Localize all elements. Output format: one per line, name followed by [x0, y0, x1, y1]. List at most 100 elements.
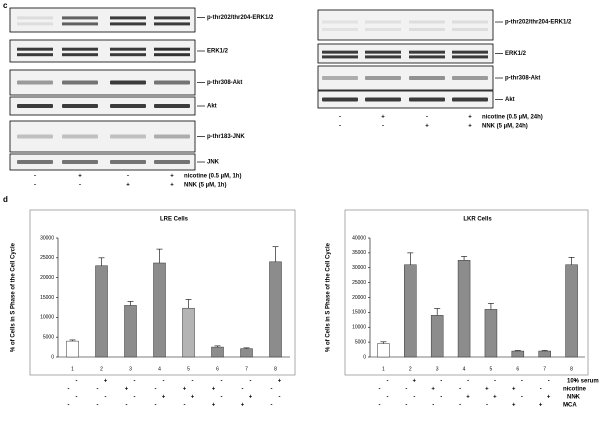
y-tick-label: 0	[51, 354, 54, 360]
bar	[511, 350, 525, 358]
sign: +	[425, 124, 429, 130]
blot	[317, 9, 494, 41]
sign: -	[432, 403, 434, 409]
sign: +	[468, 115, 472, 121]
band	[62, 104, 98, 108]
sign: -	[405, 387, 407, 393]
sign: +	[466, 395, 470, 401]
x-tick-label: 7	[543, 366, 546, 372]
sign: -	[548, 379, 550, 385]
sign: -	[413, 395, 415, 401]
chart-frame	[344, 209, 589, 376]
y-tick-label: 40000	[352, 235, 366, 241]
band	[409, 76, 445, 80]
sign: -	[486, 403, 488, 409]
sign: +	[431, 387, 435, 393]
band	[110, 16, 146, 20]
sign: -	[459, 387, 461, 393]
x-tick-label: 3	[436, 366, 439, 372]
sign: -	[155, 403, 157, 409]
sign: -	[76, 379, 78, 385]
chart-title: LRE Cells	[160, 217, 189, 223]
x-tick-label: 5	[490, 366, 493, 372]
band	[154, 80, 190, 85]
sign: -	[192, 379, 194, 385]
blot	[9, 7, 196, 33]
bar	[269, 261, 282, 358]
y-tick-label: 20000	[352, 295, 366, 301]
sign: +	[485, 387, 489, 393]
bar	[377, 343, 390, 358]
sign: +	[170, 174, 174, 180]
sign: -	[134, 379, 136, 385]
treatment-label: NNK	[567, 395, 581, 401]
blot	[317, 43, 494, 64]
sign: +	[512, 403, 516, 409]
sign: +	[126, 183, 130, 189]
sign: +	[191, 395, 195, 401]
sign: -	[339, 124, 341, 130]
band	[62, 134, 98, 139]
sign: -	[68, 387, 70, 393]
band	[62, 47, 98, 51]
blot-label: p-thr202/thr204-ERK1/2	[505, 20, 572, 26]
band	[452, 97, 488, 102]
x-tick-label: 7	[245, 366, 248, 372]
bar	[484, 309, 498, 358]
sign: -	[105, 395, 107, 401]
panel-label: d	[3, 195, 8, 204]
sign: +	[413, 379, 417, 385]
band	[409, 50, 445, 54]
treatment-label: nicotine	[563, 387, 587, 393]
band	[365, 97, 401, 102]
bar	[124, 305, 137, 358]
sign: -	[339, 115, 341, 121]
blot	[9, 39, 196, 63]
band	[62, 16, 98, 20]
band	[365, 50, 401, 54]
sign: +	[162, 395, 166, 401]
sign: +	[212, 387, 216, 393]
chart-title: LKR Cells	[463, 217, 492, 223]
sign: +	[241, 403, 245, 409]
sign: -	[382, 124, 384, 130]
bar	[240, 348, 253, 358]
x-tick-label: 1	[382, 366, 385, 372]
sign: +	[78, 174, 82, 180]
band	[322, 55, 358, 59]
sign: -	[184, 403, 186, 409]
band	[154, 22, 190, 26]
sign: -	[494, 379, 496, 385]
panel-label: c	[3, 1, 8, 10]
x-tick-label: 2	[100, 366, 103, 372]
band	[62, 22, 98, 26]
band	[452, 20, 488, 24]
sign: +	[183, 387, 187, 393]
sign: +	[212, 403, 216, 409]
band	[17, 104, 53, 108]
sign: -	[440, 395, 442, 401]
sign: -	[426, 115, 428, 121]
y-tick-label: 15000	[40, 295, 54, 301]
band	[17, 160, 53, 164]
band	[62, 53, 98, 57]
bar	[538, 350, 551, 358]
band	[365, 55, 401, 59]
x-tick-label: 6	[216, 366, 219, 372]
sign: +	[381, 115, 385, 121]
sign: -	[155, 387, 157, 393]
sign: -	[386, 395, 388, 401]
sign: +	[512, 387, 516, 393]
x-tick-label: 4	[463, 366, 466, 372]
band	[409, 55, 445, 59]
y-tick-label: 0	[363, 354, 366, 360]
band	[110, 22, 146, 26]
sign: -	[271, 387, 273, 393]
x-tick-label: 8	[570, 366, 573, 372]
x-tick-label: 3	[129, 366, 132, 372]
sign: -	[378, 387, 380, 393]
band	[17, 16, 53, 20]
sign: -	[76, 395, 78, 401]
sign: -	[221, 395, 223, 401]
